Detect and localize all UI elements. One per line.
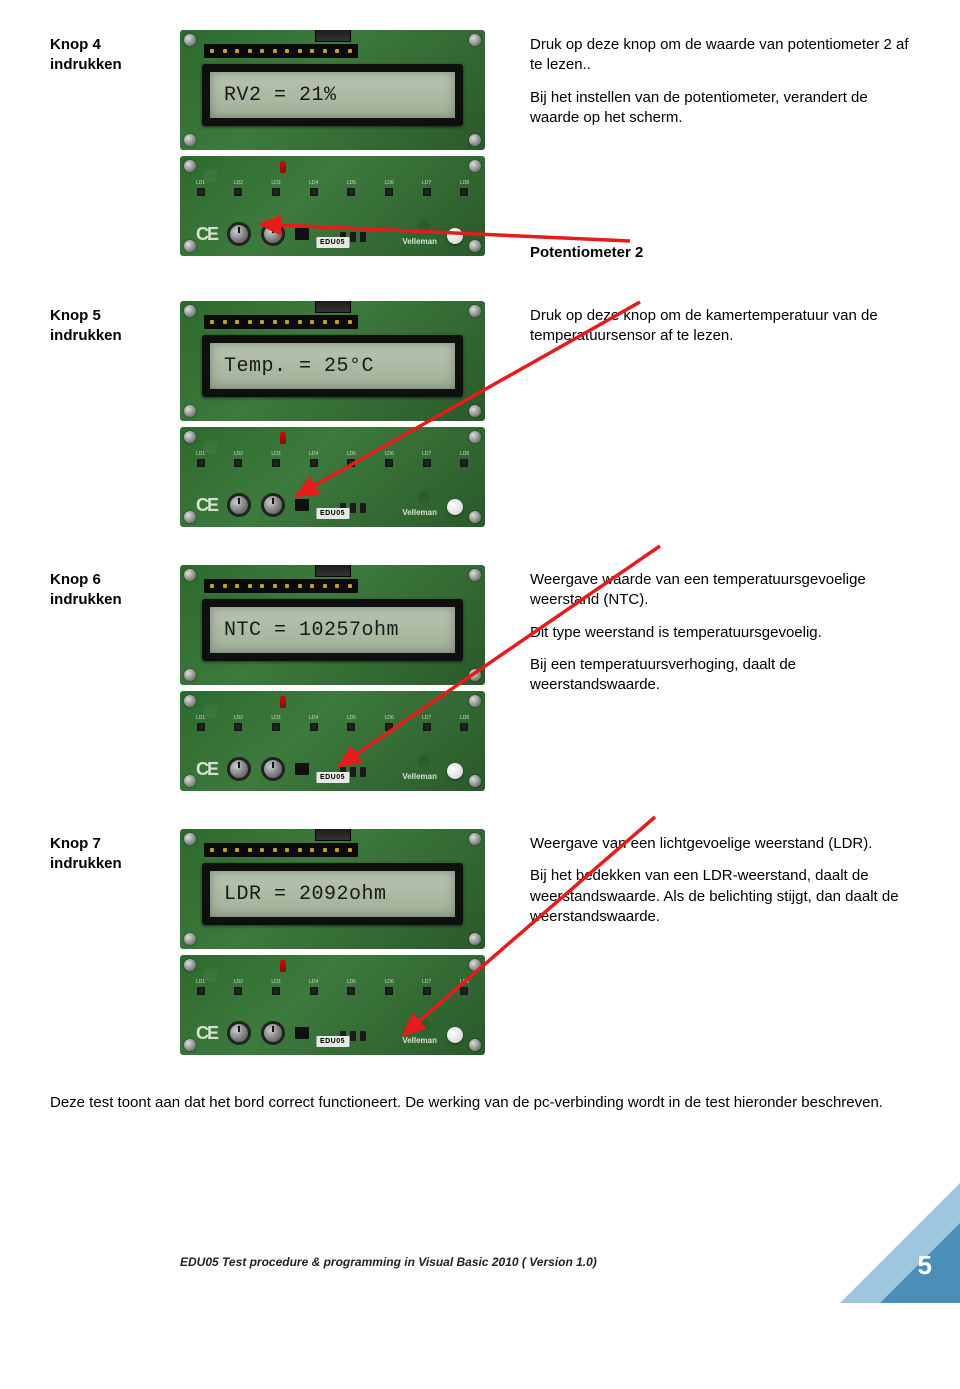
step-7-row: Knop 7 indrukken LDR = 2092ohm LD1 LD2 bbox=[50, 829, 910, 1063]
step-6-label: Knop 6 indrukken bbox=[50, 565, 180, 609]
board-lower-6: LD1 LD2 LD3 LD4 LD5 LD6 LD7 LD8 CE bbox=[180, 691, 485, 791]
step-6-p2: Dit type weerstand is temperatuursgevoel… bbox=[530, 623, 910, 643]
step-4-boards: RV2 = 21% LD1 LD2 LD3 LD4 LD5 LD6 LD7 LD… bbox=[180, 30, 500, 264]
potentiometer-2-label: Potentiometer 2 bbox=[530, 244, 910, 261]
step-5-label: Knop 5 indrukken bbox=[50, 301, 180, 345]
step-5-label-line2: indrukken bbox=[50, 327, 122, 344]
board-lower-4: LD1 LD2 LD3 LD4 LD5 LD6 LD7 LD8 CE bbox=[180, 156, 485, 256]
step-4-text: Druk op deze knop om de waarde van poten… bbox=[530, 30, 910, 140]
step-7-label-line2: indrukken bbox=[50, 855, 122, 872]
lcd-display-7: LDR = 2092ohm bbox=[202, 863, 463, 925]
page-footer: EDU05 Test procedure & programming in Vi… bbox=[50, 1213, 910, 1303]
step-5-boards: Temp. = 25°C LD1 LD2 LD3 LD4 LD5 LD6 LD7… bbox=[180, 301, 500, 535]
step-5-label-line1: Knop 5 bbox=[50, 307, 101, 324]
bottom-paragraph: Deze test toont aan dat het bord correct… bbox=[50, 1093, 910, 1113]
step-5-p1: Druk op deze knop om de kamertemperatuur… bbox=[530, 306, 910, 347]
step-4-p1: Druk op deze knop om de waarde van poten… bbox=[530, 35, 910, 76]
board-upper-5: Temp. = 25°C bbox=[180, 301, 485, 421]
step-6-p1: Weergave waarde van een temperatuursgevo… bbox=[530, 570, 910, 611]
step-4-label-line1: Knop 4 bbox=[50, 36, 101, 53]
board-lower-7: LD1 LD2 LD3 LD4 LD5 LD6 LD7 LD8 CE bbox=[180, 955, 485, 1055]
step-7-boards: LDR = 2092ohm LD1 LD2 LD3 LD4 LD5 LD6 LD… bbox=[180, 829, 500, 1063]
board-upper-4: RV2 = 21% bbox=[180, 30, 485, 150]
step-7-p1: Weergave van een lichtgevoelige weerstan… bbox=[530, 834, 910, 854]
step-7-p2: Bij het bedekken van een LDR-weerstand, … bbox=[530, 866, 910, 927]
pot2-icon bbox=[261, 222, 285, 246]
brand-label: Velleman bbox=[402, 237, 437, 246]
board-upper-6: NTC = 10257ohm bbox=[180, 565, 485, 685]
lcd-display-6: NTC = 10257ohm bbox=[202, 599, 463, 661]
lcd-display-5: Temp. = 25°C bbox=[202, 335, 463, 397]
step-6-p3: Bij een temperatuursverhoging, daalt de … bbox=[530, 655, 910, 696]
step-7-label-line1: Knop 7 bbox=[50, 835, 101, 852]
step-6-row: Knop 6 indrukken NTC = 10257ohm LD1 LD2 bbox=[50, 565, 910, 799]
page-corner-icon bbox=[840, 1183, 960, 1303]
page-number: 5 bbox=[918, 1250, 932, 1281]
step-4-label-line2: indrukken bbox=[50, 56, 122, 73]
step-7-text: Weergave van een lichtgevoelige weerstan… bbox=[530, 829, 910, 939]
board-upper-7: LDR = 2092ohm bbox=[180, 829, 485, 949]
lcd-display-4: RV2 = 21% bbox=[202, 64, 463, 126]
edu-label: EDU05 bbox=[316, 237, 349, 248]
step-5-row: Knop 5 indrukken Temp. = 25°C LD1 LD2 bbox=[50, 301, 910, 535]
step-6-label-line2: indrukken bbox=[50, 591, 122, 608]
board-lower-5: LD1 LD2 LD3 LD4 LD5 LD6 LD7 LD8 CE bbox=[180, 427, 485, 527]
step-6-boards: NTC = 10257ohm LD1 LD2 LD3 LD4 LD5 LD6 L… bbox=[180, 565, 500, 799]
step-6-text: Weergave waarde van een temperatuursgevo… bbox=[530, 565, 910, 707]
step-4-row: Knop 4 indrukken RV2 = 21% LD1 LD bbox=[50, 30, 910, 264]
footer-text: EDU05 Test procedure & programming in Vi… bbox=[180, 1255, 597, 1269]
step-4-label: Knop 4 indrukken bbox=[50, 30, 180, 74]
step-5-text: Druk op deze knop om de kamertemperatuur… bbox=[530, 301, 910, 359]
step-4-p2: Bij het instellen van de potentiometer, … bbox=[530, 88, 910, 129]
pot1-icon bbox=[227, 222, 251, 246]
step-6-label-line1: Knop 6 bbox=[50, 571, 101, 588]
step-7-label: Knop 7 indrukken bbox=[50, 829, 180, 873]
